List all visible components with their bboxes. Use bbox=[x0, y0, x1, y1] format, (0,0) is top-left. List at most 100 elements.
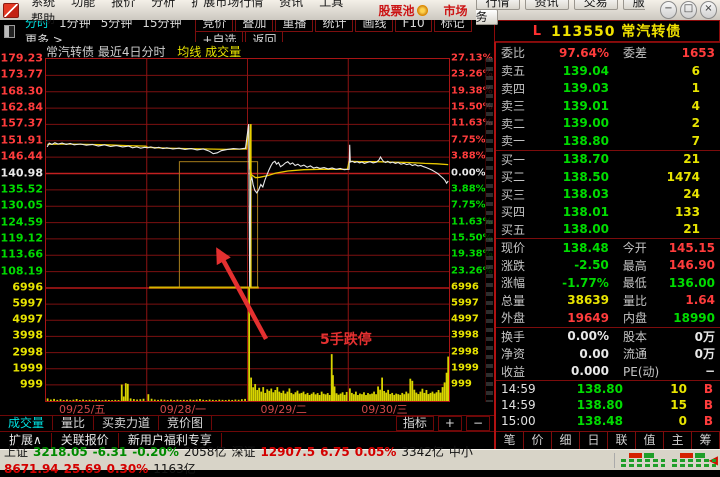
date-label: 09/29/二 bbox=[260, 403, 307, 416]
market-breadth-widget[interactable] bbox=[614, 452, 717, 468]
stock-flag: L bbox=[532, 23, 541, 39]
tick-divider bbox=[496, 380, 720, 381]
indicator-button[interactable]: 指标 bbox=[395, 416, 434, 431]
info-value: 0.00% bbox=[567, 329, 609, 344]
side-mini-strip[interactable] bbox=[485, 58, 493, 402]
sub-chart-tab-量比[interactable]: 量比 bbox=[53, 416, 95, 430]
info-value: 0.000 bbox=[571, 364, 609, 379]
index-token: -6.31 bbox=[92, 445, 128, 459]
menu-item-扩展市场行情[interactable]: 扩展市场行情 bbox=[191, 0, 264, 9]
index-token: 3342亿 bbox=[401, 445, 444, 459]
axis-label: 3998 bbox=[451, 329, 479, 341]
footer-link-新用户福利专享[interactable]: 新用户福利专享 bbox=[119, 433, 222, 448]
info-label: 换手 bbox=[501, 329, 526, 344]
axis-label: 6996 bbox=[451, 281, 479, 293]
info-label: 外盘 bbox=[501, 311, 526, 326]
tick-direction: B bbox=[703, 382, 713, 396]
sub-chart-tab-买卖力道[interactable]: 买卖力道 bbox=[94, 416, 160, 430]
info-value: -1.77% bbox=[562, 275, 609, 290]
detail-tab-日[interactable]: 日 bbox=[580, 432, 608, 449]
footer-link-关联报价[interactable]: 关联报价 bbox=[52, 433, 119, 448]
book-divider bbox=[496, 149, 720, 151]
sub-chart-tab-竞价图[interactable]: 竞价图 bbox=[159, 416, 213, 430]
sell-row[interactable]: 卖五 139.04 6 bbox=[496, 62, 720, 80]
axis-label: 11.63% bbox=[451, 216, 493, 228]
axis-label: 173.77 bbox=[0, 67, 43, 81]
menu-item-stock-pool[interactable]: 股票池 bbox=[371, 2, 436, 19]
axis-label: 15.50% bbox=[451, 232, 493, 244]
info-value: 0万 bbox=[694, 329, 715, 344]
menu-item-帮助[interactable]: 帮助 bbox=[31, 12, 56, 26]
buy-row[interactable]: 买四 138.01 133 bbox=[496, 203, 720, 221]
quote-info-row: 涨幅 -1.77% 最低 136.00 bbox=[496, 274, 720, 292]
axis-label: 146.44 bbox=[0, 149, 43, 163]
menu-item-market[interactable]: 市场 bbox=[443, 3, 468, 18]
info-value: 136.00 bbox=[668, 275, 715, 290]
tick-time: 15:00 bbox=[501, 414, 536, 428]
sell-row[interactable]: 卖二 139.00 2 bbox=[496, 115, 720, 133]
tick-volume: 10 bbox=[670, 382, 687, 396]
intraday-plot[interactable] bbox=[45, 58, 450, 402]
buy-level-label: 买五 bbox=[501, 222, 526, 237]
nav-button-资讯[interactable]: 资讯 bbox=[524, 0, 569, 10]
index-token: 12907.5 bbox=[260, 445, 316, 459]
sell-level-label: 卖二 bbox=[501, 116, 526, 131]
detail-tab-联[interactable]: 联 bbox=[608, 432, 636, 449]
index-token: 上证 bbox=[4, 445, 29, 459]
index-token: 8671.94 bbox=[4, 462, 59, 476]
sell-volume: 6 bbox=[691, 63, 700, 78]
detail-tab-主[interactable]: 主 bbox=[664, 432, 692, 449]
buy-row[interactable]: 买三 138.03 24 bbox=[496, 186, 720, 204]
detail-tab-细[interactable]: 细 bbox=[552, 432, 580, 449]
sub-chart-tab-成交量[interactable]: 成交量 bbox=[0, 416, 54, 430]
buy-row[interactable]: 买五 138.00 21 bbox=[496, 221, 720, 239]
sell-row[interactable]: 卖三 139.01 4 bbox=[496, 97, 720, 115]
quote-info-row: 现价 138.48 今开 145.15 bbox=[496, 239, 720, 257]
detail-tab-价[interactable]: 价 bbox=[524, 432, 552, 449]
buy-row[interactable]: 买一 138.70 21 bbox=[496, 151, 720, 169]
menu-item-功能[interactable]: 功能 bbox=[71, 0, 96, 9]
sell-level-label: 卖一 bbox=[501, 134, 526, 149]
buy-price: 138.01 bbox=[562, 204, 609, 219]
buy-row[interactable]: 买二 138.50 1474 bbox=[496, 168, 720, 186]
sell-price: 139.03 bbox=[562, 81, 609, 96]
quote-info-row: 换手 0.00% 股本 0万 bbox=[496, 328, 720, 346]
detail-tab-筹[interactable]: 筹 bbox=[692, 432, 720, 449]
buy-volume: 24 bbox=[683, 187, 700, 202]
axis-label: 135.52 bbox=[0, 182, 43, 196]
buy-level-label: 买一 bbox=[501, 152, 526, 167]
menu-item-报价[interactable]: 报价 bbox=[111, 0, 136, 9]
window-maximize-button[interactable]: □ bbox=[679, 1, 697, 19]
sell-row[interactable]: 卖四 139.03 1 bbox=[496, 80, 720, 98]
sell-row[interactable]: 卖一 138.80 7 bbox=[496, 132, 720, 150]
axis-label: 999 bbox=[20, 377, 43, 391]
buy-volume: 21 bbox=[683, 222, 700, 237]
info-value: 138.48 bbox=[562, 240, 609, 255]
nav-button-交易[interactable]: 交易 bbox=[573, 0, 618, 10]
index-token: 1163亿 bbox=[153, 462, 196, 476]
split-screen-icon[interactable] bbox=[4, 24, 15, 38]
axis-label: 2998 bbox=[12, 345, 43, 359]
menu-item-工具[interactable]: 工具 bbox=[319, 0, 344, 9]
zoom-out-button[interactable]: − bbox=[465, 416, 490, 431]
window-minimize-button[interactable]: − bbox=[659, 1, 677, 19]
detail-tab-笔[interactable]: 笔 bbox=[496, 432, 524, 449]
sell-level-label: 卖四 bbox=[501, 81, 526, 96]
menu-item-资讯[interactable]: 资讯 bbox=[279, 0, 304, 9]
footer-link-扩展∧[interactable]: 扩展∧ bbox=[0, 433, 52, 448]
detail-tab-值[interactable]: 值 bbox=[636, 432, 664, 449]
zoom-in-button[interactable]: + bbox=[437, 416, 462, 431]
nav-button-行情[interactable]: 行情 bbox=[475, 0, 520, 10]
menu-item-系统[interactable]: 系统 bbox=[31, 0, 56, 9]
info-label: 流通 bbox=[623, 347, 648, 362]
price-axis-left: 179.23 173.77 168.30 162.84 157.37 151.91 146.… bbox=[0, 52, 43, 402]
axis-label: 23.26% bbox=[451, 265, 493, 277]
axis-label: 124.59 bbox=[0, 215, 43, 229]
window-close-button[interactable]: × bbox=[699, 1, 718, 19]
tick-volume: 0 bbox=[678, 414, 687, 428]
tick-direction: B bbox=[703, 398, 713, 412]
axis-label: 151.91 bbox=[0, 133, 43, 147]
menu-item-分析[interactable]: 分析 bbox=[151, 0, 176, 9]
quote-info-row: 总量 38639 量比 1.64 bbox=[496, 292, 720, 310]
status-bar: 上证 3218.05 -6.31 -0.20% 2058亿 深证 12907.5 6.75 0.… bbox=[0, 445, 720, 476]
